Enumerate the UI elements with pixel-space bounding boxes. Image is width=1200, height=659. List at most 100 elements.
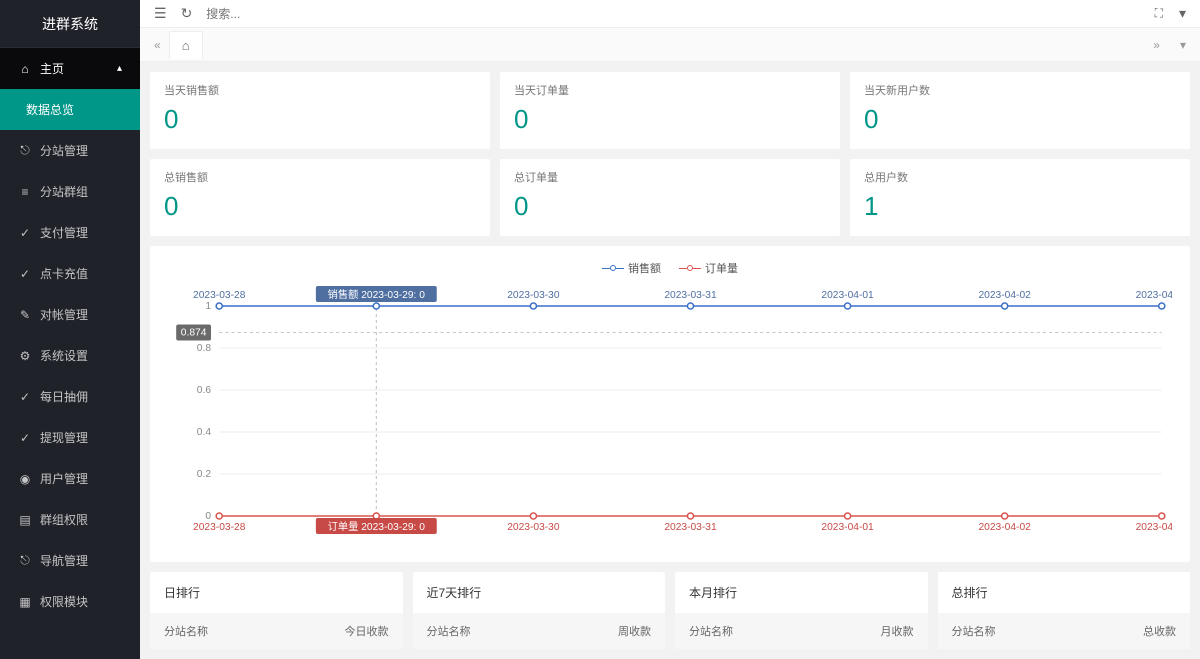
legend-orders-label: 订单量 — [705, 260, 738, 276]
module-icon: ▦ — [18, 595, 32, 609]
nav-item-label: 分站管理 — [40, 142, 88, 159]
tabs-next-icon[interactable]: » — [1147, 38, 1166, 52]
rank-card-1: 近7天排行分站名称周收款 — [413, 572, 666, 649]
rank-card-3: 总排行分站名称总收款 — [938, 572, 1191, 649]
tabs-prev-icon[interactable]: « — [148, 38, 167, 52]
rank-header: 分站名称周收款 — [413, 613, 666, 649]
nav-item-label: 点卡充值 — [40, 265, 88, 282]
svg-text:0.874: 0.874 — [181, 328, 207, 339]
nav-item-label: 提现管理 — [40, 429, 88, 446]
stat-card-5: 总用户数1 — [850, 159, 1190, 236]
rank-col1: 分站名称 — [952, 623, 1064, 639]
chart-card: 销售额 订单量 00.20.40.60.810.8742023-03-28202… — [150, 246, 1190, 562]
nav-item-8[interactable]: ✓提现管理 — [0, 417, 140, 458]
more-icon[interactable]: ▾ — [1179, 5, 1186, 22]
rank-title: 近7天排行 — [413, 572, 666, 613]
tab-home[interactable]: ⌂ — [169, 31, 203, 59]
nav-item-label: 导航管理 — [40, 552, 88, 569]
nav-item-label: 群组权限 — [40, 511, 88, 528]
nav-item-11[interactable]: ⎋ 导航管理 — [0, 540, 140, 581]
topbar: ☰ ↻ ⛶ ▾ — [140, 0, 1200, 28]
nav-item-0[interactable]: 数据总览 — [0, 89, 140, 130]
stat-value: 0 — [864, 104, 1176, 135]
content: 当天销售额0当天订单量0当天新用户数0总销售额0总订单量0总用户数1 销售额 订… — [140, 62, 1200, 659]
rank-card-2: 本月排行分站名称月收款 — [675, 572, 928, 649]
nav-item-label: 支付管理 — [40, 224, 88, 241]
nav-item-label: 分站群组 — [40, 183, 88, 200]
stat-card-4: 总订单量 0 — [500, 159, 840, 236]
stat-label: 当天订单量 — [514, 82, 826, 98]
rank-header: 分站名称今日收款 — [150, 613, 403, 649]
perm-icon: ▤ — [18, 513, 32, 527]
svg-text:0.2: 0.2 — [197, 469, 212, 480]
svg-text:2023-04-02: 2023-04-02 — [978, 290, 1031, 301]
pay-icon: ✓ — [18, 226, 32, 240]
nav-item-1[interactable]: ⎋分站管理 — [0, 130, 140, 171]
search-input[interactable] — [206, 7, 1140, 21]
svg-text:销售额 2023-03-29: 0: 销售额 2023-03-29: 0 — [328, 288, 426, 301]
svg-text:2023-03-30: 2023-03-30 — [507, 290, 560, 301]
rank-col1: 分站名称 — [164, 623, 276, 639]
stat-card-0: 当天销售额0 — [150, 72, 490, 149]
nav-item-4[interactable]: ✓点卡充值 — [0, 253, 140, 294]
settings-icon: ⚙ — [18, 349, 32, 363]
legend-sales-label: 销售额 — [628, 260, 661, 276]
stat-value: 0 — [164, 191, 476, 222]
main: ☰ ↻ ⛶ ▾ « ⌂ » ▾ 当天销售额0 当天订单量 0 当天新用户数 0 总销售额 0… — [140, 0, 1200, 659]
stat-value: 0 — [514, 191, 826, 222]
recon-icon: ✎ — [18, 308, 32, 322]
group-icon: ≡ — [18, 185, 32, 199]
stat-card-1: 当天订单量 0 — [500, 72, 840, 149]
stat-label: 总销售额 — [164, 169, 476, 185]
home-icon: ⌂ — [18, 62, 32, 76]
nav: ⌂ 主页 ▴ 数据总览⎋分站管理≡分站群组✓支付管理✓点卡充值✎对帐管理⚙系统设… — [0, 48, 140, 659]
nav-item-label: 每日抽佣 — [40, 388, 88, 405]
chart-legend: 销售额 订单量 — [168, 260, 1172, 276]
user-icon: ◉ — [18, 472, 32, 486]
svg-text:2023-04-01: 2023-04-01 — [821, 290, 874, 301]
tabs-menu-icon[interactable]: ▾ — [1174, 38, 1192, 52]
home-icon: ⌂ — [182, 38, 190, 53]
svg-text:1: 1 — [205, 301, 211, 312]
nav-icon: ⎋ — [18, 554, 32, 568]
refresh-icon[interactable]: ↻ — [181, 5, 193, 22]
legend-sales[interactable]: 销售额 — [602, 260, 661, 276]
stat-value: 0 — [514, 104, 826, 135]
nav-item-label: 数据总览 — [26, 101, 74, 118]
menu-toggle-icon[interactable]: ☰ — [154, 5, 167, 22]
stat-label: 总用户数 — [864, 169, 1176, 185]
nav-home[interactable]: ⌂ 主页 ▴ — [0, 48, 140, 89]
svg-text:2023-04-02: 2023-04-02 — [978, 522, 1031, 533]
svg-text:2023-03-31: 2023-03-31 — [664, 290, 717, 301]
daily-icon: ✓ — [18, 390, 32, 404]
rank-title: 日排行 — [150, 572, 403, 613]
stat-label: 总订单量 — [514, 169, 826, 185]
nav-item-7[interactable]: ✓ 每日抽佣 — [0, 376, 140, 417]
stat-value: 0 — [164, 104, 476, 135]
stats-grid: 当天销售额0 当天订单量 0 当天新用户数 0 总销售额 0 总订单量 0 总用户数1 — [150, 72, 1190, 236]
rank-header: 分站名称月收款 — [675, 613, 928, 649]
fullscreen-icon[interactable]: ⛶ — [1155, 6, 1163, 21]
nav-item-6[interactable]: ⚙系统设置 — [0, 335, 140, 376]
svg-text:订单量 2023-03-29: 0: 订单量 2023-03-29: 0 — [328, 521, 426, 533]
nav-item-2[interactable]: ≡ 分站群组 — [0, 171, 140, 212]
stat-card-2: 当天新用户数 0 — [850, 72, 1190, 149]
svg-text:2023-03-28: 2023-03-28 — [193, 290, 246, 301]
nav-item-9[interactable]: ◉ 用户管理 — [0, 458, 140, 499]
nav-item-5[interactable]: ✎对帐管理 — [0, 294, 140, 335]
nav-item-12[interactable]: ▦权限模块 — [0, 581, 140, 622]
rank-title: 本月排行 — [675, 572, 928, 613]
svg-text:0.4: 0.4 — [197, 427, 212, 438]
svg-text:2023-03-28: 2023-03-28 — [193, 522, 246, 533]
legend-orders[interactable]: 订单量 — [679, 260, 738, 276]
rank-title: 总排行 — [938, 572, 1191, 613]
svg-text:0: 0 — [205, 511, 211, 522]
nav-item-label: 用户管理 — [40, 470, 88, 487]
nav-item-10[interactable]: ▤ 群组权限 — [0, 499, 140, 540]
nav-item-3[interactable]: ✓ 支付管理 — [0, 212, 140, 253]
stat-label: 当天新用户数 — [864, 82, 1176, 98]
rank-col2: 周收款 — [539, 623, 651, 639]
chevron-up-icon: ▴ — [117, 63, 122, 74]
svg-text:2023-04-03: 2023-04-03 — [1136, 522, 1172, 533]
svg-text:0.8: 0.8 — [197, 343, 212, 354]
